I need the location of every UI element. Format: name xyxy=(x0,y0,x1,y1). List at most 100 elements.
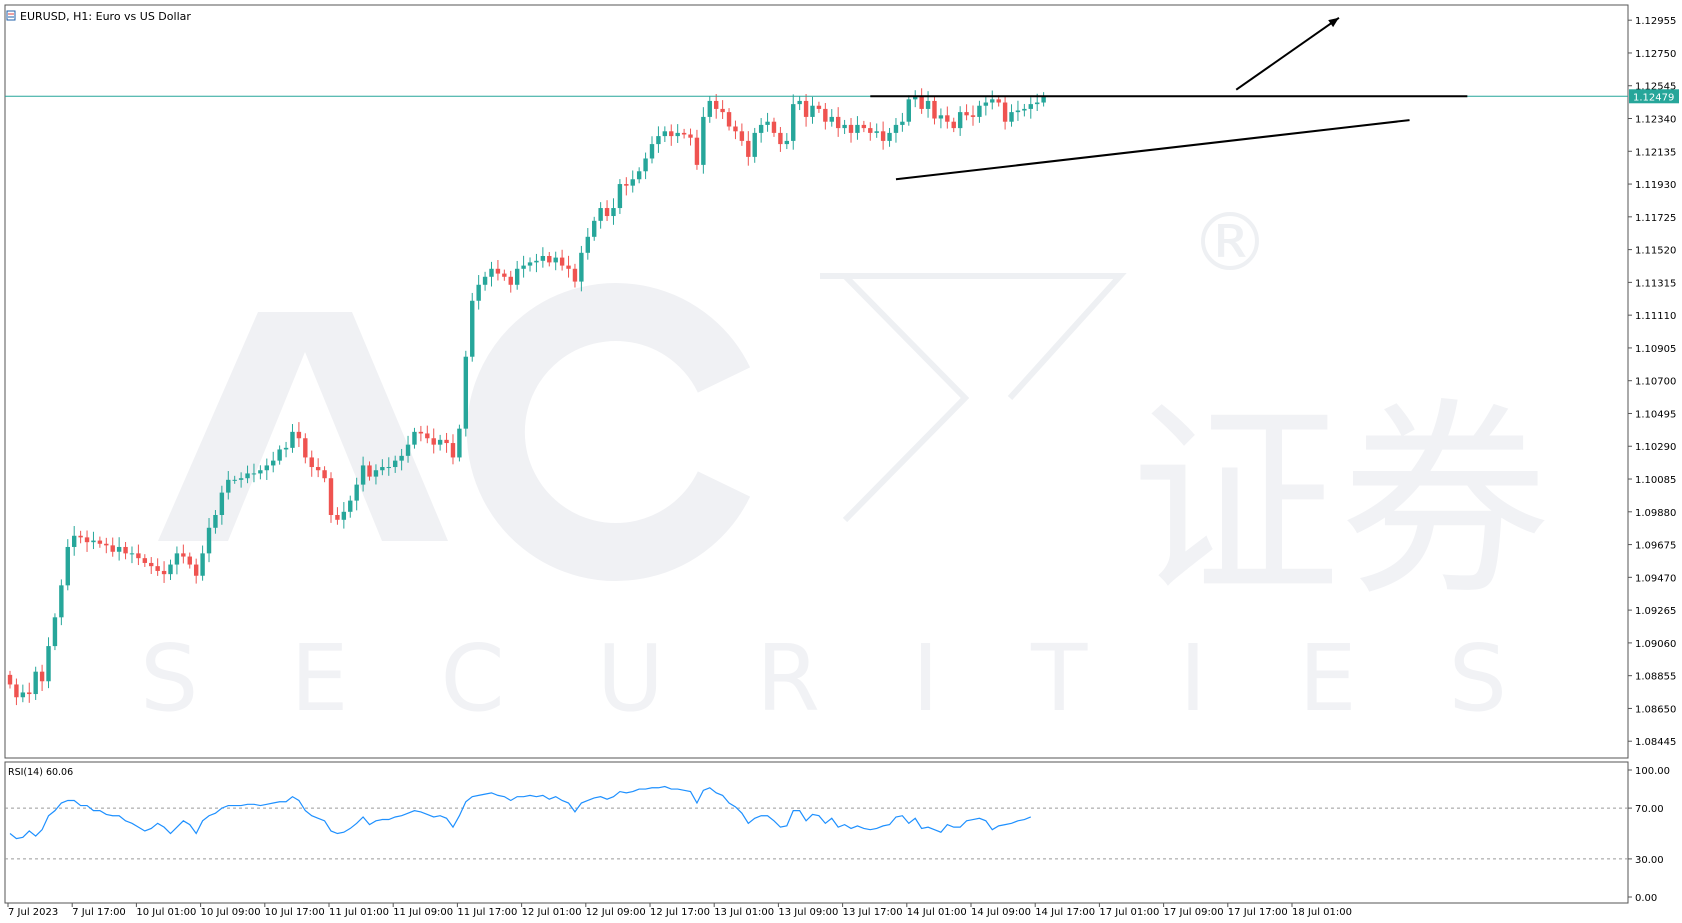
time-tick-label: 17 Jul 17:00 xyxy=(1228,907,1288,918)
main-plot-frame xyxy=(4,4,1629,759)
candle xyxy=(59,579,64,626)
candle xyxy=(791,94,796,150)
candle xyxy=(964,104,969,121)
candle xyxy=(797,95,802,111)
candle xyxy=(367,461,372,481)
candle xyxy=(405,435,411,463)
candle xyxy=(990,90,995,110)
candle xyxy=(296,422,302,448)
candle xyxy=(868,122,873,141)
candle xyxy=(688,128,693,146)
watermark-securities: SECURITIES xyxy=(140,625,1599,732)
candle xyxy=(33,666,38,700)
candle xyxy=(193,558,199,584)
time-tick-label: 14 Jul 09:00 xyxy=(971,907,1031,918)
candle xyxy=(110,537,115,557)
candle xyxy=(714,94,719,119)
time-tick-label: 17 Jul 01:00 xyxy=(1099,907,1159,918)
candle xyxy=(983,95,989,116)
time-tick-label: 12 Jul 01:00 xyxy=(522,907,582,918)
candle xyxy=(842,119,847,135)
candle xyxy=(514,260,520,290)
candle xyxy=(746,131,751,166)
candle xyxy=(778,126,783,152)
price-tick-label: 1.11520 xyxy=(1635,246,1676,257)
candle xyxy=(251,463,257,483)
candle xyxy=(810,96,815,124)
candle xyxy=(200,545,205,581)
candle xyxy=(649,136,655,164)
candle xyxy=(27,682,32,703)
rsi-tick-label: 0.00 xyxy=(1635,893,1657,904)
candle xyxy=(72,526,77,556)
candle xyxy=(84,530,90,552)
time-tick-label: 11 Jul 17:00 xyxy=(457,907,517,918)
candle xyxy=(322,466,327,483)
candle xyxy=(1028,97,1033,119)
watermark-chinese: 证券 xyxy=(1130,380,1550,625)
candle xyxy=(20,684,26,703)
candle xyxy=(495,259,501,281)
candle xyxy=(681,128,687,139)
candle xyxy=(213,510,218,534)
candle xyxy=(476,275,481,310)
candle xyxy=(970,105,976,126)
candle xyxy=(91,531,96,550)
candle xyxy=(39,664,45,692)
candle xyxy=(348,495,353,518)
current-price-label: 1.12479 xyxy=(1633,92,1674,103)
symbol-icon xyxy=(6,10,16,21)
candle xyxy=(470,292,475,362)
price-tick-label: 1.08445 xyxy=(1635,737,1676,748)
price-tick-label: 1.10905 xyxy=(1635,344,1676,355)
candle xyxy=(675,124,680,143)
price-tick-label: 1.10495 xyxy=(1635,409,1676,420)
watermark-y-shape xyxy=(820,273,1127,523)
price-tick-label: 1.09880 xyxy=(1635,508,1676,519)
candle xyxy=(848,118,854,143)
candle xyxy=(758,118,764,143)
candle xyxy=(784,133,790,150)
candle xyxy=(611,198,616,225)
watermark-a-shape xyxy=(158,312,448,541)
candle xyxy=(553,251,558,271)
time-tick-label: 13 Jul 01:00 xyxy=(714,907,774,918)
candle xyxy=(1009,104,1014,127)
candle xyxy=(437,434,443,451)
price-tick-label: 1.09060 xyxy=(1635,639,1676,650)
candle xyxy=(277,445,282,465)
price-tick-label: 1.09265 xyxy=(1635,606,1676,617)
rsi-line xyxy=(9,785,1032,840)
time-tick-label: 18 Jul 01:00 xyxy=(1292,907,1352,918)
candle xyxy=(803,94,809,127)
candle xyxy=(617,179,623,214)
candle xyxy=(116,537,122,561)
candle xyxy=(951,117,956,133)
candle xyxy=(527,257,533,272)
time-tick-label: 7 Jul 2023 xyxy=(8,907,58,918)
candle xyxy=(380,459,385,476)
time-tick-label: 11 Jul 09:00 xyxy=(393,907,453,918)
candle xyxy=(643,152,648,180)
candle xyxy=(893,118,899,143)
candle xyxy=(386,457,391,476)
candle xyxy=(572,263,578,288)
candle xyxy=(149,557,154,574)
candle xyxy=(489,261,494,287)
time-tick-label: 11 Jul 01:00 xyxy=(329,907,389,918)
candle xyxy=(187,552,192,569)
candle xyxy=(547,252,552,267)
current-price-badge xyxy=(1629,89,1679,104)
candle xyxy=(360,456,366,492)
candle xyxy=(238,472,244,488)
candle xyxy=(226,471,231,500)
candle xyxy=(598,202,603,229)
candle xyxy=(636,167,642,184)
candle xyxy=(508,270,513,293)
arrow-head-icon xyxy=(1328,17,1339,28)
candle xyxy=(354,477,359,511)
candle xyxy=(579,245,584,292)
time-tick-label: 12 Jul 17:00 xyxy=(650,907,710,918)
candle xyxy=(1022,103,1027,117)
